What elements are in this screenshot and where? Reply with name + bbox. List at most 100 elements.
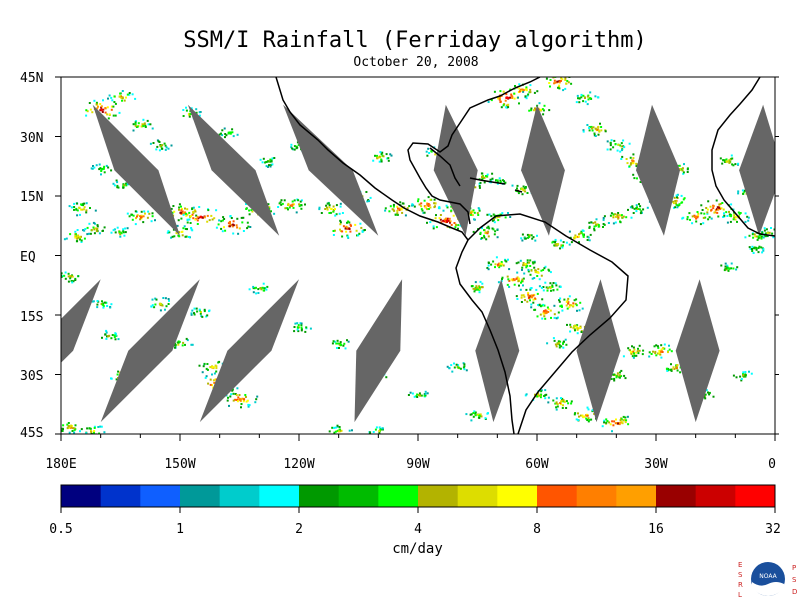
x-tick-label: 150W: [164, 457, 195, 472]
rain-cell: [523, 265, 552, 281]
y-tick-label: 30S: [20, 369, 43, 384]
rain-cell: [719, 154, 740, 167]
colorbar-swatch: [378, 485, 419, 507]
rain-cell: [225, 392, 259, 409]
rain-cell: [63, 229, 90, 243]
rain-cell: [332, 219, 366, 239]
y-tick-label: 45N: [20, 71, 43, 86]
colorbar-swatch: [299, 485, 340, 507]
rain-cell: [470, 280, 484, 294]
rain-cell: [538, 281, 562, 292]
rain-cell: [497, 271, 525, 288]
rain-cell: [318, 201, 344, 217]
colorbar-label: 2: [295, 522, 303, 537]
rain-cell: [328, 424, 353, 434]
rain-cell: [61, 271, 80, 284]
rain-cell: [681, 211, 713, 226]
colorbar: [60, 485, 776, 513]
rain-cell: [368, 426, 384, 434]
swath-gap: [475, 279, 520, 423]
y-tick-label: 30N: [20, 131, 43, 146]
swath-gap: [92, 104, 180, 236]
rain-cell: [575, 91, 600, 106]
y-tick-label: 45S: [20, 426, 43, 441]
y-tick-label: EQ: [20, 250, 36, 265]
x-tick-label: 90W: [406, 457, 430, 472]
rain-cell: [515, 287, 544, 306]
rain-cell: [648, 343, 673, 359]
colorbar-label: 1: [176, 522, 184, 537]
colorbar-swatch: [537, 485, 578, 507]
swath-gap: [521, 104, 565, 236]
rain-cell: [182, 206, 221, 225]
rain-cell: [748, 245, 765, 254]
swath-gap: [675, 279, 720, 423]
rain-cell: [627, 203, 649, 215]
y-tick-label: 15N: [20, 190, 43, 205]
coastline-south-america: [455, 213, 629, 434]
y-tick-label: 15S: [20, 310, 43, 325]
rain-cell: [530, 303, 560, 320]
svg-text:R: R: [738, 581, 743, 589]
rain-cell: [126, 210, 156, 226]
colorbar-swatch: [576, 485, 617, 507]
rain-cell: [61, 422, 83, 434]
colorbar-swatch: [180, 485, 221, 507]
rain-cell: [446, 362, 468, 373]
rain-cell: [553, 295, 584, 312]
psd-letters: P S D: [792, 564, 797, 596]
svg-text:L: L: [738, 591, 742, 599]
coastline-caribbean: [469, 177, 523, 193]
rain-cell: [582, 122, 607, 137]
rain-cell: [215, 215, 252, 235]
rain-cell: [568, 229, 592, 244]
noaa-text: NOAA: [759, 573, 777, 580]
colorbar-swatch: [61, 485, 102, 507]
colorbar-swatch: [616, 485, 657, 507]
rain-cell: [372, 151, 393, 163]
rain-cell: [91, 300, 113, 309]
swath-gap: [739, 104, 775, 236]
rain-cell: [486, 256, 511, 271]
rain-cell: [546, 337, 568, 349]
rain-cell: [622, 344, 645, 359]
colorbar-label: 4: [414, 522, 422, 537]
x-tick-label: 180E: [45, 457, 76, 472]
rain-cell: [606, 139, 631, 153]
swath-gap: [61, 279, 101, 363]
rain-cell: [293, 322, 312, 333]
rain-cell: [411, 196, 441, 214]
svg-text:D: D: [792, 588, 797, 596]
colorbar-swatch: [735, 485, 776, 507]
rain-cell: [732, 370, 753, 382]
rain-cell: [515, 259, 536, 271]
svg-text:S: S: [738, 571, 743, 579]
rain-cell: [604, 369, 627, 382]
rain-cell: [588, 218, 610, 232]
rain-cell: [759, 227, 775, 239]
coastline-gulf-florida: [429, 147, 461, 187]
swath-gap: [433, 104, 478, 236]
rain-cell: [132, 118, 154, 132]
rain-cell: [101, 329, 120, 341]
colorbar-frame: [60, 484, 776, 508]
swath-gap: [636, 104, 680, 236]
rain-cell: [520, 233, 538, 242]
noaa-esrl-psd-logo: E S R L NOAA P S D: [738, 561, 797, 599]
coastline-north-america: [275, 77, 541, 241]
rain-cell: [90, 163, 113, 176]
x-tick-label: 60W: [525, 457, 549, 472]
x-tick-label: 0: [768, 457, 776, 472]
colorbar-swatch: [100, 485, 141, 507]
colorbar-label: 32: [765, 522, 781, 537]
rain-cell: [107, 90, 137, 103]
rain-cell: [218, 127, 239, 139]
x-tick-label: 120W: [283, 457, 314, 472]
chart-date: October 20, 2008: [353, 55, 479, 70]
rain-cell: [259, 157, 276, 168]
rain-cell: [110, 226, 129, 238]
rain-cell: [331, 339, 350, 350]
coastline-africa: [711, 77, 775, 237]
colorbar-swatch: [338, 485, 379, 507]
